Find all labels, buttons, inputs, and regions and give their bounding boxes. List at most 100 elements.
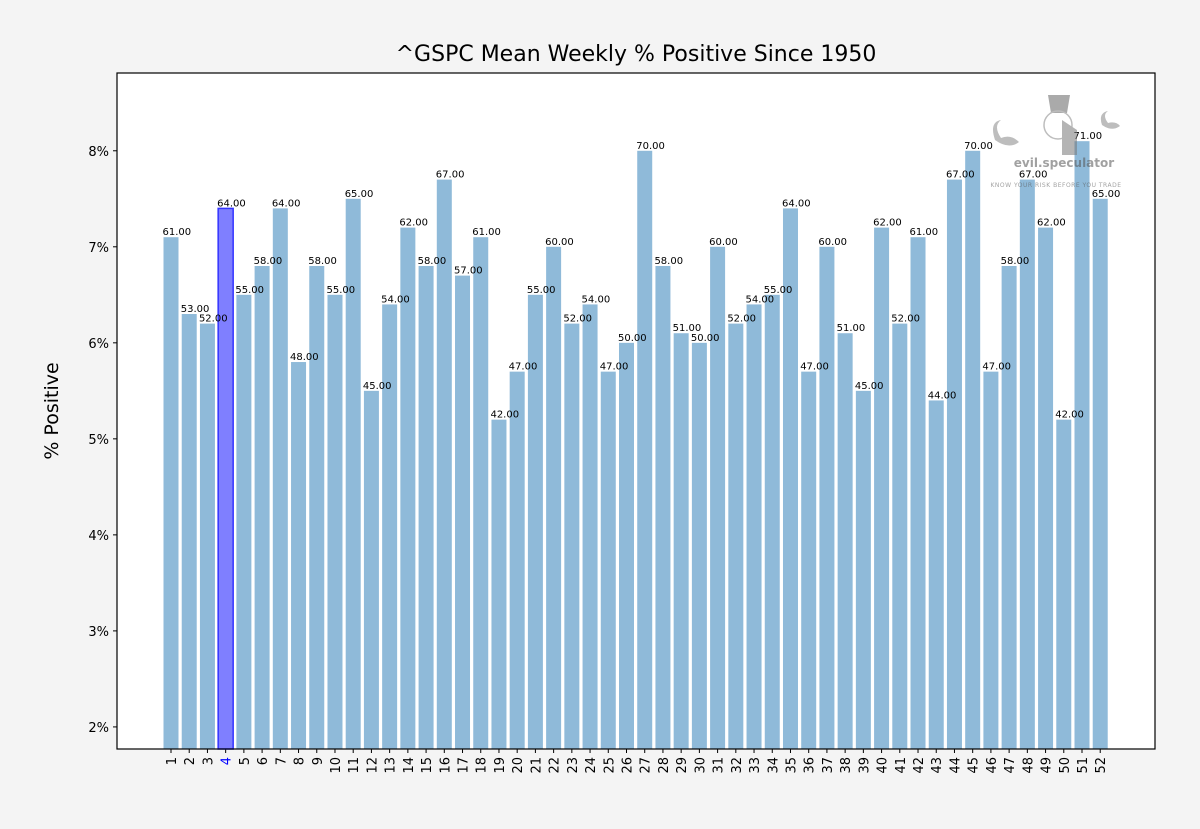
bar [527,294,543,749]
x-tick-label: 19 [493,757,508,774]
chart-title: ^GSPC Mean Weekly % Positive Since 1950 [396,42,877,67]
data-label: 52.00 [727,314,756,325]
x-tick-label: 44 [948,757,963,774]
data-label: 64.00 [782,198,811,209]
data-label: 50.00 [618,333,647,344]
x-tick-label: 45 [967,757,982,774]
bar [436,179,452,750]
bar [473,237,489,750]
x-tick-label: 17 [457,757,472,774]
y-tick-label: 2% [88,721,109,736]
x-tick-label: 15 [420,757,435,774]
bar [782,208,798,750]
x-tick-label: 33 [748,757,763,774]
data-label: 51.00 [673,323,702,334]
bar [1092,198,1108,749]
bar [619,342,634,749]
x-tick-label: 11 [347,757,362,774]
bar [910,237,926,750]
data-label: 47.00 [800,362,829,373]
bar [582,304,598,749]
x-tick-label: 34 [766,757,781,774]
data-label: 45.00 [855,381,884,392]
x-tick-label: 12 [365,757,380,774]
x-tick-label: 25 [602,757,617,774]
data-label: 50.00 [691,333,720,344]
bar [855,390,871,749]
data-label: 70.00 [636,141,665,152]
x-tick-label: 4 [220,757,235,765]
bar [1001,266,1017,749]
data-label: 67.00 [1019,170,1048,181]
data-label: 58.00 [654,256,683,267]
bar [455,275,471,749]
bar [291,362,307,749]
data-label: 55.00 [527,285,556,296]
x-tick-label: 21 [529,757,544,774]
watermark-logo: evil.speculator KNOW YOUR RISK BEFORE YO… [990,95,1121,189]
data-label: 58.00 [254,256,283,267]
data-label: 45.00 [363,381,392,392]
bar [983,371,999,749]
data-label: 64.00 [272,198,301,209]
bar [691,342,707,749]
bar [418,266,434,749]
data-label: 54.00 [582,294,611,305]
y-tick-label: 6% [88,337,109,352]
bar [819,246,835,749]
x-tick-label: 43 [930,757,945,774]
data-label: 58.00 [418,256,447,267]
bar [1019,179,1035,750]
x-tick-label: 14 [402,757,417,774]
bar [546,246,562,749]
x-tick-label: 9 [311,757,326,765]
x-tick-label: 36 [803,757,818,774]
data-label: 48.00 [290,352,319,363]
data-label: 60.00 [545,237,574,248]
bar [564,323,580,749]
data-label: 47.00 [509,362,538,373]
bar [181,314,197,749]
x-tick-label: 30 [693,757,708,774]
x-tick-label: 48 [1021,757,1036,774]
bar [1056,419,1072,749]
data-label: 61.00 [910,227,939,238]
bar [382,304,398,749]
data-label: 71.00 [1074,131,1103,142]
y-tick-label: 4% [88,529,109,544]
bar [1074,141,1090,749]
x-tick-label: 47 [1003,757,1018,774]
bar [746,304,762,749]
y-axis-label: % Positive [41,362,63,459]
data-label: 57.00 [454,266,483,277]
x-tick-label: 13 [384,757,399,774]
data-label: 47.00 [982,362,1011,373]
x-tick-label: 50 [1058,757,1073,774]
x-tick-label: 24 [584,757,599,774]
data-label: 58.00 [1001,256,1030,267]
bar [965,150,981,749]
bar [1038,227,1054,750]
data-label: 62.00 [399,218,428,229]
data-label: 62.00 [1037,218,1066,229]
x-tick-label: 3 [201,757,216,765]
data-label: 60.00 [709,237,738,248]
data-label: 55.00 [235,285,264,296]
bar [837,333,853,749]
bar [728,323,744,749]
bar [345,198,361,749]
data-label: 52.00 [891,314,920,325]
bar [491,419,507,749]
x-tick-label: 39 [857,757,872,774]
x-tick-label: 29 [675,757,690,774]
data-label: 60.00 [818,237,847,248]
x-tick-label: 6 [256,757,271,765]
y-tick-label: 5% [88,433,109,448]
data-label: 55.00 [326,285,355,296]
data-label: 58.00 [308,256,337,267]
data-label: 54.00 [746,294,775,305]
swan-icon [993,120,1019,146]
data-label: 52.00 [199,314,228,325]
top-hat-icon [1048,95,1070,113]
